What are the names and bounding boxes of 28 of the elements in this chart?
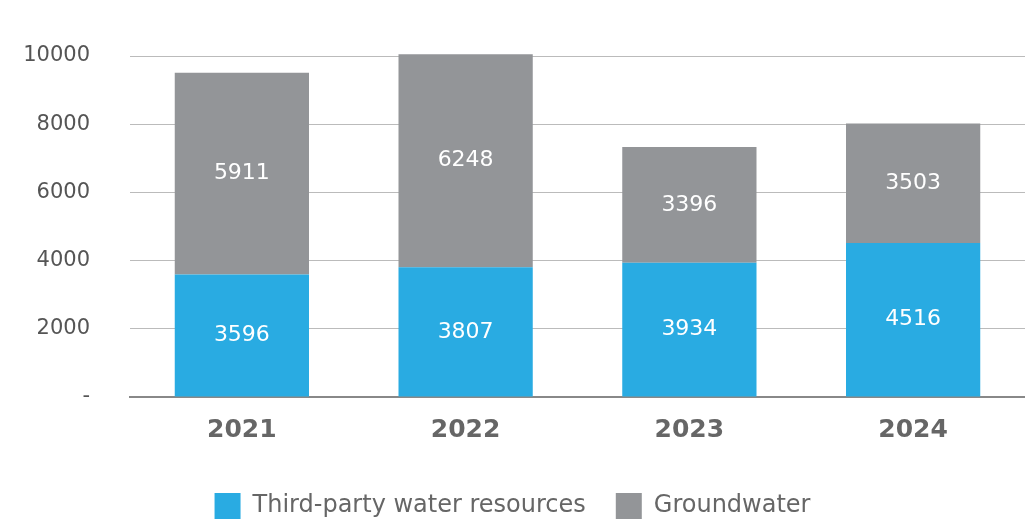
y-tick-label: 6000 <box>36 178 90 203</box>
bar <box>398 54 533 268</box>
bar <box>846 123 981 244</box>
y-tick-label: 4000 <box>36 247 90 272</box>
legend-label: Third-party water resources <box>251 490 586 519</box>
x-tick-label: 2021 <box>207 413 277 443</box>
data-label: 3807 <box>437 317 494 343</box>
data-label: 5911 <box>213 159 270 185</box>
data-label: 3934 <box>661 315 718 341</box>
bar <box>398 267 533 397</box>
legend-label: Groundwater <box>653 490 811 519</box>
y-tick-label: 8000 <box>36 110 90 135</box>
data-label: 3396 <box>661 190 718 216</box>
data-label: 4516 <box>885 305 942 331</box>
bar <box>174 72 309 275</box>
x-tick-label: 2022 <box>430 413 501 443</box>
y-tick-label: 2000 <box>36 315 90 340</box>
x-tick-label: 2024 <box>878 413 948 443</box>
bar <box>174 274 309 397</box>
data-label: 3503 <box>885 169 942 194</box>
bar <box>846 243 981 397</box>
x-tick-label: 2023 <box>654 413 725 443</box>
y-tick-label: - <box>82 383 90 408</box>
y-tick-label: 10000 <box>23 42 90 67</box>
data-label: 6248 <box>437 146 494 172</box>
bar <box>622 262 757 397</box>
bar <box>622 147 757 263</box>
data-label: 3596 <box>213 321 270 347</box>
